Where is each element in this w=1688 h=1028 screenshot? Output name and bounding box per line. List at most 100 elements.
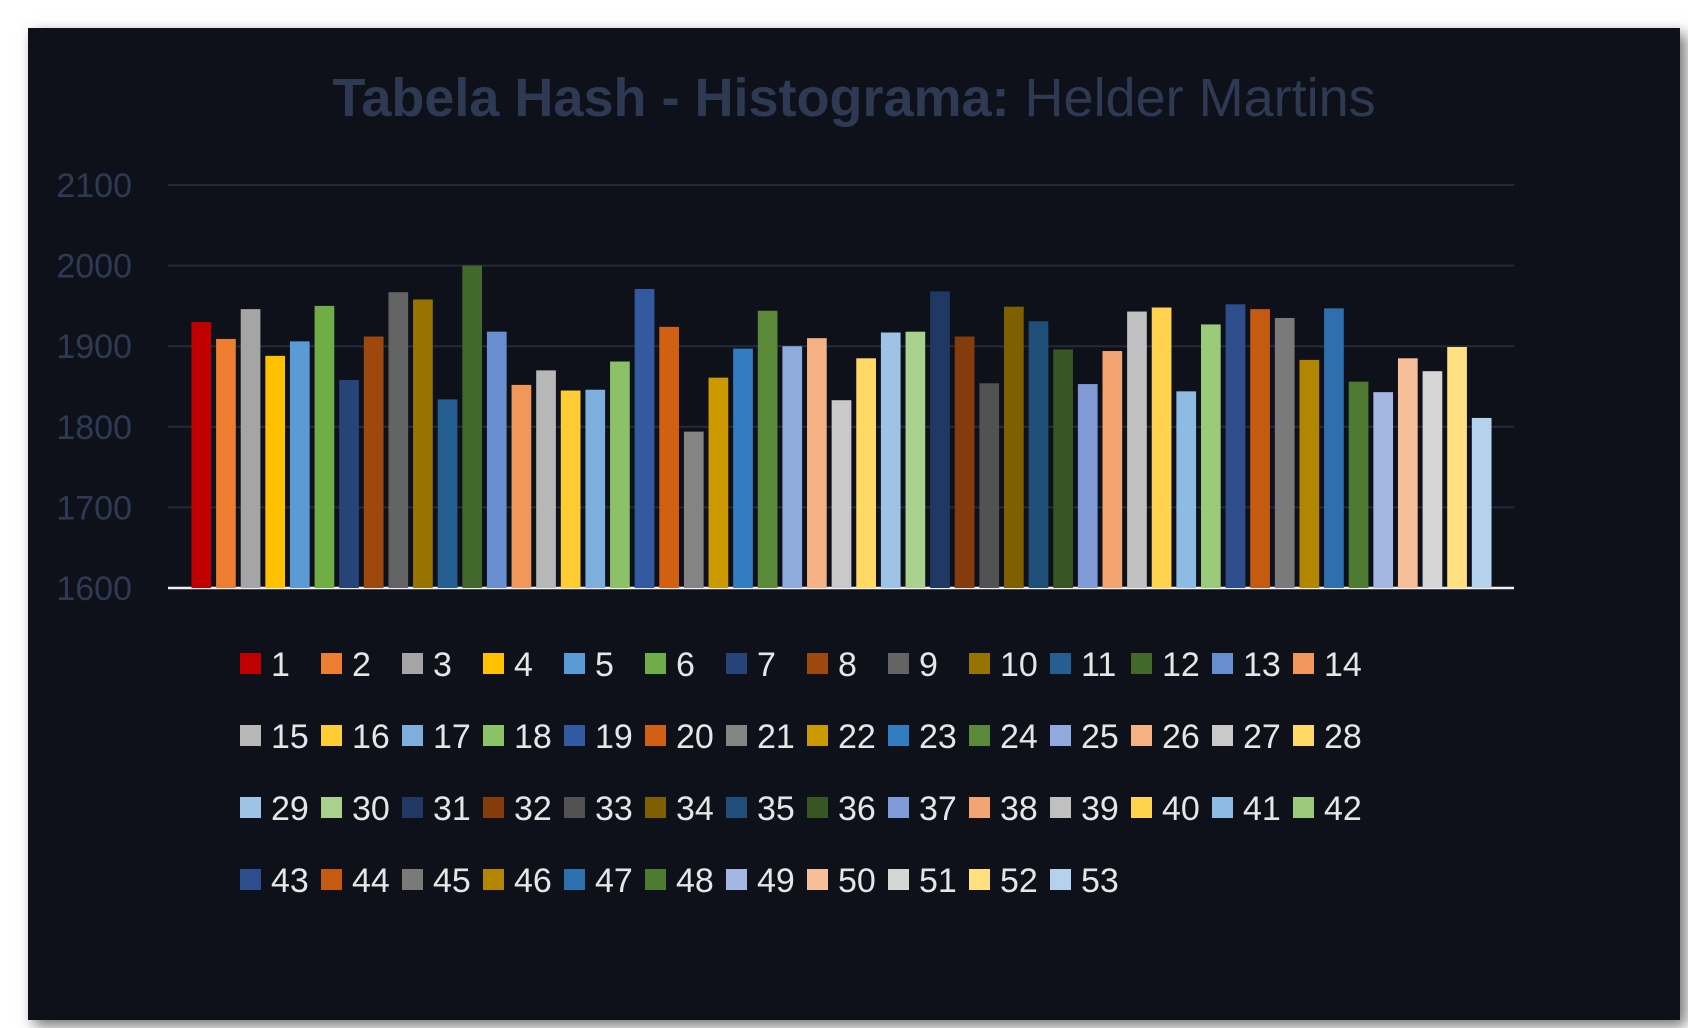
legend-label-16: 16 [352,718,390,756]
bar-53 [1471,417,1492,588]
legend-swatch-20 [645,725,666,746]
bar-29 [880,332,901,588]
bar-37 [1077,384,1098,588]
legend-swatch-49 [726,869,747,890]
legend-swatch-15 [240,725,261,746]
legend-swatch-6 [645,653,666,674]
legend-swatch-53 [1050,869,1071,890]
legend-label-8: 8 [838,646,857,684]
y-tick-label: 1600 [56,570,132,608]
bar-38 [1102,351,1123,588]
legend-label-2: 2 [352,646,371,684]
bar-13 [486,331,507,588]
bar-45 [1274,317,1295,588]
bar-21 [683,431,704,588]
chart-title: Tabela Hash - Histograma: Helder Martins [332,68,1375,128]
legend-swatch-3 [402,653,423,674]
legend-swatch-41 [1212,797,1233,818]
legend-label-15: 15 [271,718,309,756]
bar-46 [1299,359,1320,588]
legend-swatch-4 [483,653,504,674]
legend-swatch-33 [564,797,585,818]
y-axis: 1600 1700 1800 1900 2000 2100 [56,167,132,608]
y-tick-label: 2100 [56,167,132,205]
legend-label-40: 40 [1162,790,1200,828]
legend-label-26: 26 [1162,718,1200,756]
bar-28 [856,358,876,588]
legend-swatch-30 [321,797,342,818]
legend-swatch-47 [564,869,585,890]
legend-swatch-2 [321,653,342,674]
legend-label-31: 31 [433,790,471,828]
legend-swatch-8 [807,653,828,674]
chart-title-normal: Helder Martins [1010,68,1376,128]
legend-label-50: 50 [838,862,876,900]
legend-label-20: 20 [676,718,714,756]
legend-label-48: 48 [676,862,714,900]
legend-label-3: 3 [433,646,452,684]
legend-label-14: 14 [1324,646,1362,684]
bar-7 [339,380,359,588]
legend-swatch-26 [1131,725,1152,746]
bar-24 [757,310,778,588]
chart-title-bold: Tabela Hash - Histograma: [332,68,1009,128]
bar-15 [536,370,556,588]
bar-16 [560,390,581,588]
legend-label-18: 18 [514,718,552,756]
legend-label-21: 21 [757,718,795,756]
bar-27 [831,400,852,588]
legend-label-25: 25 [1081,718,1119,756]
bar-11 [437,399,458,588]
legend-label-41: 41 [1243,790,1281,828]
legend-label-42: 42 [1324,790,1362,828]
legend-swatch-18 [483,725,504,746]
legend-label-36: 36 [838,790,876,828]
legend-label-27: 27 [1243,718,1281,756]
bar-19 [634,288,655,588]
legend-label-51: 51 [919,862,957,900]
legend-label-12: 12 [1162,646,1200,684]
bar-41 [1176,391,1197,588]
bar-2 [216,338,236,588]
bar-4 [265,355,286,588]
legend-swatch-7 [726,653,747,674]
bar-34 [1004,306,1024,588]
legend-swatch-21 [726,725,747,746]
legend-label-4: 4 [514,646,533,684]
legend-swatch-35 [726,797,747,818]
bar-14 [511,384,532,588]
bar-43 [1225,304,1246,588]
legend-label-7: 7 [757,646,776,684]
legend-label-38: 38 [1000,790,1038,828]
bar-33 [979,383,1000,588]
legend-label-11: 11 [1081,646,1116,684]
legend-swatch-28 [1293,725,1314,746]
bar-49 [1373,392,1394,588]
legend-swatch-10 [969,653,990,674]
bar-12 [462,265,483,588]
bar-50 [1397,358,1418,588]
bar-26 [807,338,827,588]
legend-swatch-50 [807,869,828,890]
histogram-chart: Tabela Hash - Histograma: Helder Martins… [56,68,1514,900]
bar-48 [1348,381,1369,588]
legend-swatch-44 [321,869,342,890]
bar-9 [388,292,409,588]
bar-8 [363,336,384,588]
legend-label-32: 32 [514,790,552,828]
legend-label-46: 46 [514,862,552,900]
legend-swatch-45 [402,869,423,890]
y-tick-label: 2000 [56,248,132,286]
legend-label-44: 44 [352,862,390,900]
y-tick-label: 1700 [56,489,132,527]
legend-swatch-29 [240,797,261,818]
legend-label-47: 47 [595,862,633,900]
legend-swatch-17 [402,725,423,746]
legend-swatch-11 [1050,653,1071,674]
legend-swatch-16 [321,725,342,746]
bar-51 [1422,371,1443,588]
legend-label-10: 10 [1000,646,1038,684]
legend-swatch-46 [483,869,504,890]
legend-swatch-5 [564,653,585,674]
